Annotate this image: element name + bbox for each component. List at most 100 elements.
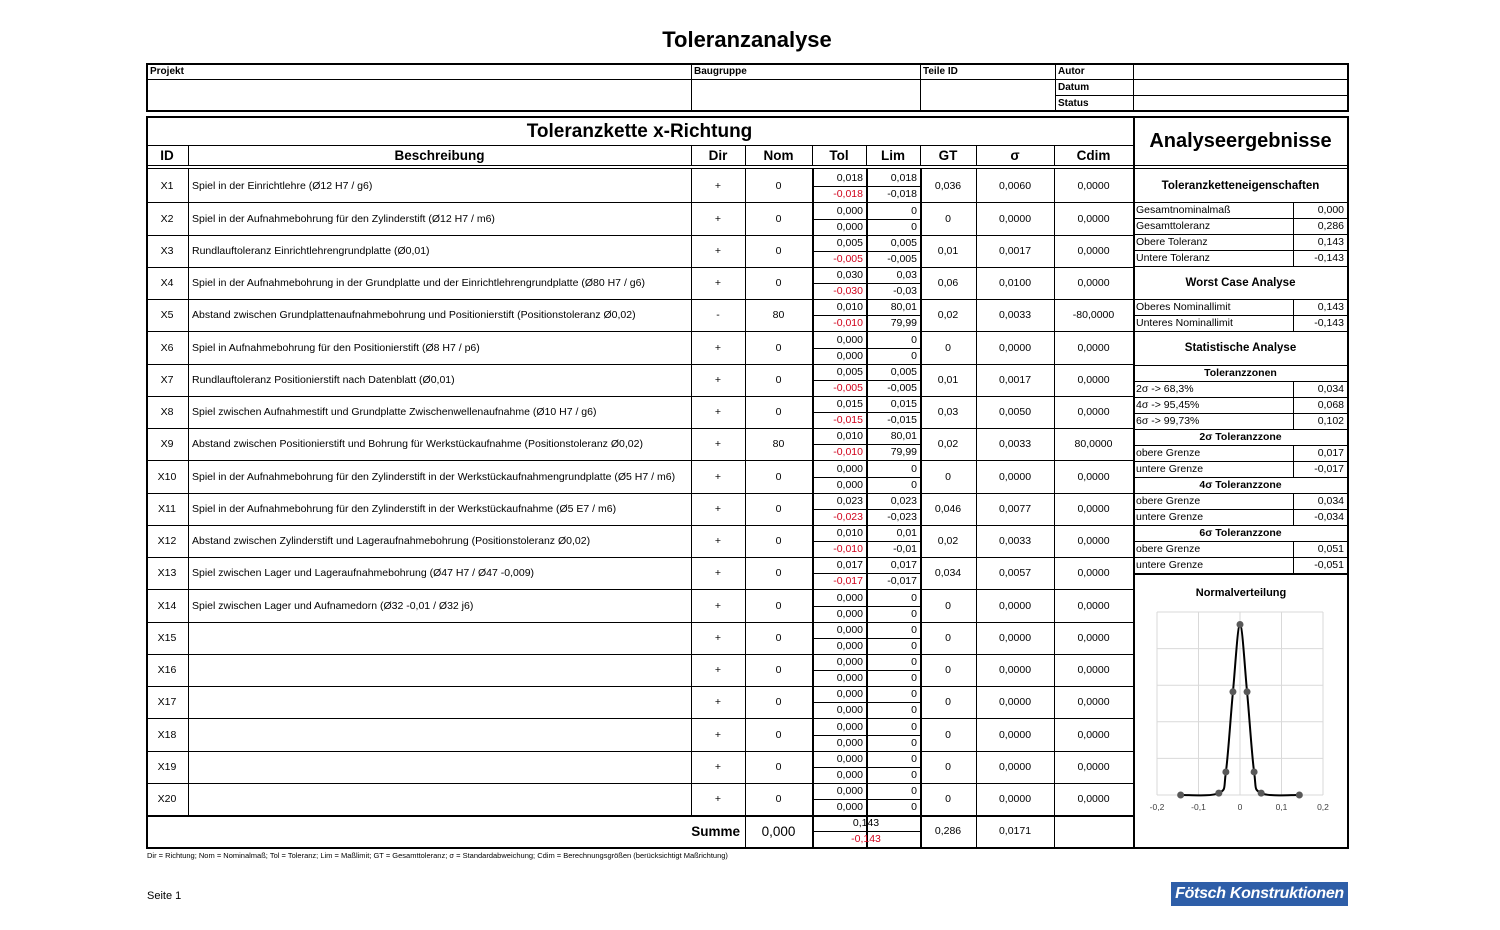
grid-line: [1054, 168, 1055, 815]
row-description: Spiel in der Aufnahmebohrung für den Zyl…: [192, 212, 495, 225]
result-label: untere Grenze: [1136, 559, 1204, 571]
row-id: X12: [157, 535, 177, 547]
row-direction: +: [714, 406, 722, 418]
input-field-teile-id[interactable]: [921, 80, 1055, 110]
page-title: Toleranzanalyse: [662, 27, 832, 52]
zone-2sigma-heading: 2σ Toleranzzone: [1199, 431, 1282, 443]
grid-line: [146, 299, 1133, 300]
grid-line: [188, 145, 189, 165]
row-direction: +: [714, 277, 722, 289]
row-tol-upper: 0,000: [836, 785, 863, 797]
x-tick-label: -0,1: [1191, 802, 1206, 812]
input-field-status[interactable]: [1134, 95, 1347, 111]
row-nominal: 0: [775, 180, 782, 192]
grid-line: [866, 145, 867, 165]
grid-line: [1134, 493, 1347, 494]
row-tol-upper: 0,000: [836, 656, 863, 668]
grid-line: [1134, 381, 1347, 382]
row-tol-upper: 0,000: [836, 624, 863, 636]
input-field-projekt[interactable]: [148, 80, 691, 110]
row-tol-lower: -0,017: [833, 575, 863, 587]
zone-4sigma-heading: 4σ Toleranzzone: [1199, 479, 1282, 491]
grid-line: [146, 815, 1133, 817]
row-cdim: 0,0000: [1077, 503, 1110, 515]
row-gt: 0,01: [937, 245, 959, 257]
row-tol-upper: 0,000: [836, 688, 863, 700]
border-line: [146, 847, 1349, 849]
input-field-autor[interactable]: [1134, 63, 1347, 79]
input-field-datum[interactable]: [1134, 79, 1347, 95]
grid-line: [1134, 315, 1347, 316]
column-header-id: ID: [160, 147, 174, 163]
grid-line: [691, 63, 692, 112]
grid-line: [1293, 234, 1294, 250]
row-lim-lower: 79,99: [890, 446, 917, 458]
row-lim-upper: 0,023: [890, 495, 917, 507]
row-sigma: 0,0000: [998, 341, 1032, 354]
grid-line: [1055, 63, 1056, 112]
row-cdim: -80,0000: [1072, 309, 1115, 321]
result-label: Oberes Nominallimit: [1136, 301, 1231, 313]
row-direction: +: [714, 761, 722, 773]
results-title: Analyseergebnisse: [1149, 130, 1332, 152]
sum-tol-lower: -0,143: [851, 833, 881, 845]
row-id: X1: [160, 180, 174, 192]
result-label: 2σ -> 68,3%: [1136, 383, 1194, 395]
row-nominal: 80: [772, 309, 785, 321]
row-direction: +: [714, 503, 722, 515]
row-tol-lower: 0,000: [836, 640, 863, 652]
row-sigma: 0,0000: [998, 761, 1032, 773]
row-tol-lower: 0,000: [836, 801, 863, 813]
datum-label: Datum: [1058, 81, 1090, 93]
row-nominal: 0: [775, 664, 782, 676]
row-tol-lower: 0,000: [836, 221, 863, 233]
input-field-baugruppe[interactable]: [692, 80, 920, 110]
autor-label: Autor: [1058, 65, 1085, 77]
grid-line: [1293, 493, 1294, 509]
row-id: X7: [160, 374, 174, 386]
row-description: Spiel zwischen Aufnahmestift und Grundpl…: [192, 406, 597, 418]
grid-line: [146, 493, 1133, 494]
row-description: Abstand zwischen Grundplattenaufnahmeboh…: [192, 309, 636, 321]
grid-line: [1293, 381, 1294, 397]
statistical-heading: Statistische Analyse: [1184, 342, 1297, 354]
row-gt: 0: [945, 632, 951, 644]
row-cdim: 0,0000: [1077, 245, 1110, 257]
grid-line: [1134, 573, 1347, 575]
status-label: Status: [1058, 97, 1089, 109]
baugruppe-label: Baugruppe: [694, 65, 747, 77]
footnote: Dir = Richtung; Nom = Nominalmaß; Tol = …: [147, 851, 728, 860]
row-direction: -: [716, 309, 720, 321]
border-line: [146, 63, 148, 112]
row-tol-upper: 0,018: [836, 172, 863, 184]
row-lim-upper: 0,005: [890, 366, 917, 378]
result-label: Gesamtnominalmaß: [1136, 204, 1231, 216]
row-cdim: 0,0000: [1077, 374, 1110, 386]
row-sigma: 0,0060: [998, 180, 1032, 192]
row-nominal: 0: [775, 341, 782, 354]
grid-line: [1134, 202, 1347, 203]
row-nominal: 0: [775, 599, 782, 612]
row-lim-lower: -0,01: [893, 543, 917, 555]
chart-title: Normalverteilung: [1196, 587, 1286, 599]
grid-line: [1134, 461, 1347, 462]
row-gt: 0: [945, 212, 951, 225]
grid-line: [1293, 509, 1294, 525]
grid-line: [976, 145, 977, 165]
row-nominal: 0: [775, 277, 782, 289]
row-direction: +: [714, 664, 722, 676]
result-value: -0,143: [1314, 317, 1344, 329]
grid-line: [745, 815, 746, 849]
row-sigma: 0,0100: [998, 277, 1032, 289]
grid-line: [146, 557, 1133, 558]
row-lim-upper: 0: [911, 720, 917, 733]
row-sigma: 0,0017: [998, 245, 1032, 257]
row-lim-upper: 0: [911, 688, 917, 700]
row-direction: +: [714, 632, 722, 644]
row-description: Abstand zwischen Zylinderstift und Lager…: [192, 535, 591, 547]
data-point: [1236, 620, 1244, 628]
grid-line: [920, 145, 921, 165]
row-lim-upper: 0: [911, 204, 917, 217]
projekt-label: Projekt: [150, 65, 184, 77]
row-description: [190, 783, 691, 815]
